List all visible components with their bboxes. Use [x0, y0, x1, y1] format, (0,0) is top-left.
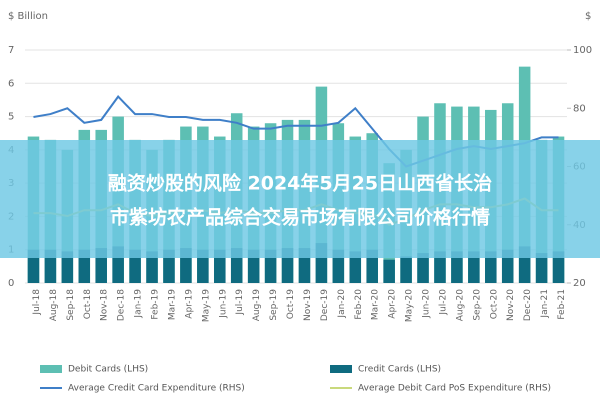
- legend-label: Debit Cards (LHS): [68, 365, 148, 375]
- legend-label: Average Credit Card Expenditure (RHS): [68, 384, 245, 394]
- y-axis-label: $ Billion: [8, 11, 48, 22]
- x-tick-label: Dec-20: [523, 289, 533, 321]
- bar: [247, 249, 260, 283]
- y2-tick-label: 100: [573, 45, 592, 56]
- x-tick-label: Jul-20: [438, 289, 448, 316]
- bar: [315, 243, 328, 283]
- bar: [129, 249, 141, 283]
- x-tick-label: Oct-18: [83, 289, 93, 320]
- bar: [349, 251, 362, 283]
- bar: [44, 249, 57, 283]
- x-tick-label: Oct-20: [489, 289, 499, 320]
- y-tick-label: 0: [8, 278, 14, 289]
- y2-tick-label: 20: [573, 278, 586, 289]
- x-tick-label: Jan-21: [540, 289, 550, 319]
- legend-swatch: [330, 365, 352, 373]
- bar: [535, 253, 548, 283]
- x-tick-label: Oct-19: [286, 289, 296, 320]
- bar: [95, 248, 107, 283]
- bar: [366, 249, 378, 283]
- bar: [434, 251, 446, 283]
- y2-axis-label: $: [585, 11, 591, 22]
- x-tick-label: Feb-20: [354, 289, 364, 320]
- bar: [518, 246, 531, 283]
- bar: [383, 259, 395, 283]
- legend-swatch: [40, 365, 62, 373]
- banner-text: 融资炒股的风险 2024年5月25日山西省长治: [108, 172, 492, 195]
- x-tick-label: Apr-20: [388, 289, 398, 319]
- bar: [552, 251, 565, 283]
- bar: [417, 253, 429, 283]
- bar: [230, 248, 243, 283]
- bar: [298, 248, 311, 283]
- bar: [61, 251, 74, 283]
- x-tick-label: Jan-19: [134, 289, 144, 319]
- x-tick-label: Jul-19: [235, 289, 245, 316]
- bar: [146, 251, 158, 283]
- banner-band: [0, 140, 600, 258]
- bar: [332, 249, 345, 283]
- bar: [112, 246, 124, 283]
- x-tick-label: Apr-19: [184, 289, 194, 319]
- x-tick-label: May-20: [405, 289, 415, 322]
- y2-tick-label: 80: [573, 103, 586, 114]
- x-tick-label: Jun-20: [422, 289, 432, 319]
- x-tick-label: Dec-19: [320, 289, 330, 321]
- bar: [197, 249, 209, 283]
- y-tick-label: 7: [8, 45, 14, 56]
- bar: [451, 251, 463, 283]
- bar: [468, 251, 480, 283]
- x-tick-label: Jul-18: [32, 289, 42, 316]
- x-tick-label: Mar-20: [371, 289, 381, 320]
- bar: [78, 249, 91, 283]
- x-tick-label: Aug-18: [49, 289, 59, 322]
- x-tick-label: Nov-20: [506, 289, 516, 321]
- y-tick-label: 6: [8, 78, 14, 89]
- bar: [214, 249, 226, 283]
- x-tick-label: Aug-20: [455, 289, 465, 322]
- x-tick-label: Feb-21: [557, 289, 567, 320]
- x-tick-label: Sep-18: [66, 289, 76, 321]
- bar: [501, 249, 514, 283]
- bar: [180, 248, 192, 283]
- bar: [281, 248, 294, 283]
- x-tick-label: Nov-19: [303, 289, 313, 321]
- x-tick-label: Sep-19: [269, 289, 279, 321]
- x-tick-label: Sep-20: [472, 289, 482, 321]
- x-tick-label: Jan-20: [337, 289, 347, 319]
- bar: [485, 251, 497, 283]
- banner-text: 市紫坊农产品综合交易市场有限公司价格行情: [110, 206, 490, 229]
- x-tick-label: Dec-18: [117, 289, 127, 321]
- x-tick-label: Jun-19: [218, 289, 228, 319]
- legend-label: Credit Cards (LHS): [358, 365, 441, 375]
- bar: [264, 249, 277, 283]
- x-tick-label: Nov-18: [100, 289, 110, 321]
- x-tick-label: Feb-19: [151, 289, 161, 320]
- x-tick-label: Mar-19: [167, 289, 177, 320]
- x-tick-label: May-19: [201, 289, 211, 322]
- x-tick-label: Aug-19: [252, 289, 262, 322]
- y-tick-label: 5: [8, 112, 14, 123]
- bar: [163, 249, 175, 283]
- bar: [400, 256, 412, 283]
- legend-label: Average Debit Card PoS Expenditure (RHS): [358, 384, 551, 394]
- bar: [27, 249, 40, 283]
